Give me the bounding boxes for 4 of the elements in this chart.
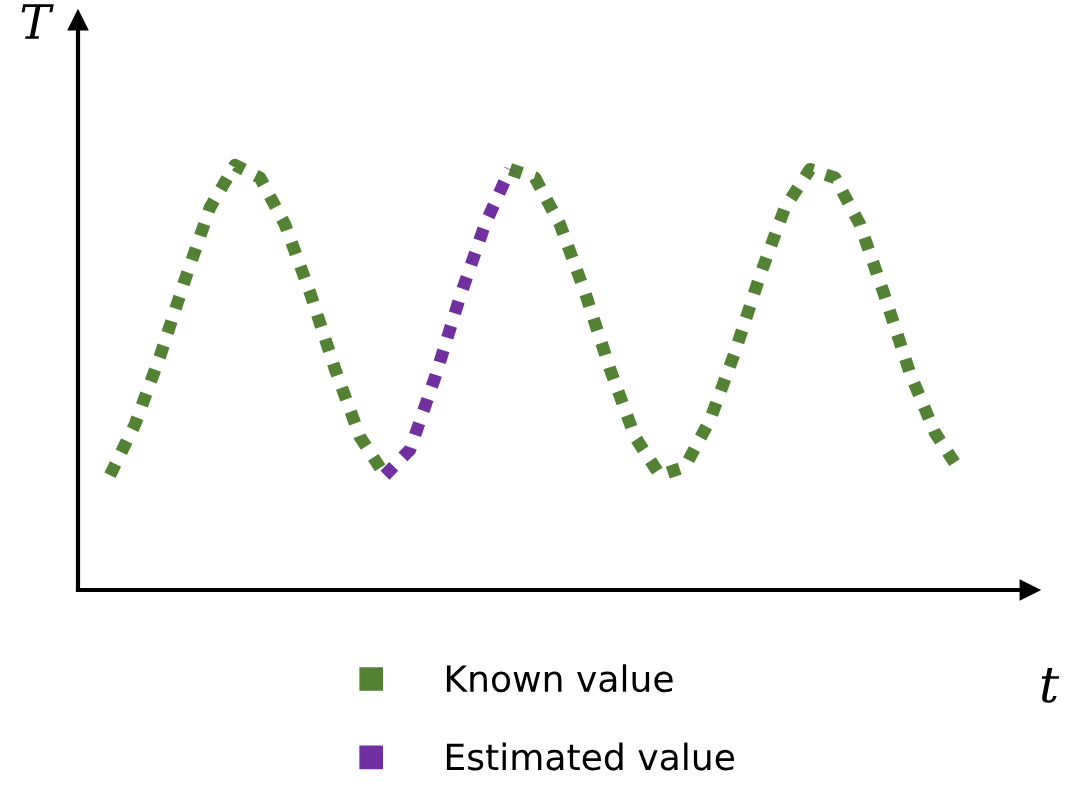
legend-label: Estimated value xyxy=(446,742,735,771)
x-axis-title: t xyxy=(1041,668,1060,703)
y-axis-title: T xyxy=(21,4,54,39)
legend-label: Known value xyxy=(446,664,673,693)
